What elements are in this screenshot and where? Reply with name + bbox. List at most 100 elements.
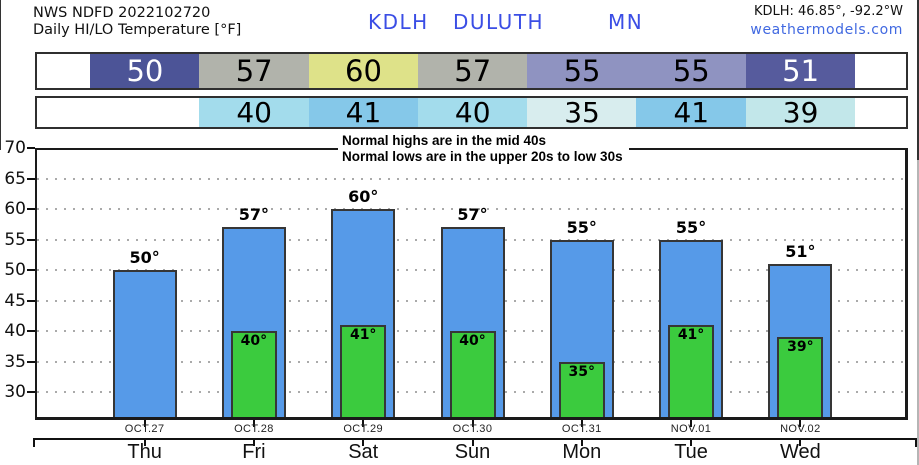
- low-temp-cell: 40: [417, 96, 528, 129]
- y-tick: [27, 330, 35, 333]
- y-tick-label: 55: [4, 229, 26, 250]
- high-temp-cell: 57: [199, 54, 310, 88]
- day-tick: [252, 438, 255, 446]
- plot-border-left: [35, 148, 37, 420]
- day-tick: [580, 438, 583, 446]
- normals-annotation: Normal highs are in the mid 40s Normal l…: [338, 132, 629, 167]
- date-label: NOV.01: [670, 423, 712, 435]
- day-label: Sun: [454, 441, 491, 463]
- y-tick: [27, 147, 35, 149]
- day-label: Mon: [562, 441, 602, 463]
- day-tick: [471, 438, 474, 446]
- y-tick: [27, 208, 35, 211]
- y-tick: [27, 299, 35, 302]
- day-label: Tue: [674, 441, 708, 463]
- day-axis-end-tick: [915, 438, 917, 447]
- day-tick: [143, 438, 146, 446]
- high-value-label: 55°: [675, 217, 707, 237]
- high-value-label: 55°: [566, 217, 597, 237]
- gridline: [37, 208, 906, 211]
- low-temp-strip: 40 41 40 35 41 39: [35, 96, 908, 129]
- day-axis-end-tick: [33, 438, 35, 447]
- y-tick-label: 45: [4, 290, 26, 311]
- low-bar: [777, 337, 824, 420]
- header-right: KDLH: 46.85°, -92.2°W weathermodels.com: [750, 4, 903, 38]
- day-label: Thu: [127, 441, 162, 463]
- y-tick-label: 60: [4, 199, 26, 220]
- y-tick: [27, 238, 35, 241]
- day-label: Wed: [779, 441, 821, 463]
- station-coords: KDLH: 46.85°, -92.2°W: [753, 4, 903, 19]
- model-info: NWS NDFD 2022102720 Daily HI/LO Temperat…: [33, 5, 241, 39]
- low-bar: [230, 331, 277, 420]
- low-temp-cell: 39: [745, 96, 856, 129]
- date-tick: [143, 420, 146, 427]
- day-tick: [799, 438, 802, 446]
- model-run-line: NWS NDFD 2022102720: [33, 5, 211, 21]
- date-label: NOV.02: [780, 423, 821, 435]
- date-tick: [252, 420, 255, 427]
- date-tick: [690, 420, 693, 427]
- low-value-label: 39°: [787, 339, 814, 356]
- date-label: OCT.29: [343, 423, 384, 435]
- low-bar: [340, 325, 387, 420]
- website-link[interactable]: weathermodels.com: [750, 22, 903, 38]
- y-tick-label: 65: [4, 168, 26, 189]
- high-temp-cell: 55: [527, 54, 637, 88]
- high-temp-cell: 51: [745, 54, 856, 88]
- date-tick: [799, 420, 802, 427]
- date-label: OCT.28: [234, 423, 274, 435]
- low-value-label: 40°: [459, 333, 486, 350]
- day-tick: [362, 438, 365, 446]
- low-value-label: 40°: [240, 333, 268, 350]
- low-value-label: 41°: [349, 327, 377, 344]
- station-code: KDLH: [368, 10, 429, 34]
- date-tick: [471, 420, 474, 427]
- product-line: Daily HI/LO Temperature [°F]: [33, 22, 242, 38]
- high-value-label: 51°: [785, 242, 816, 262]
- y-tick-label: 40: [4, 321, 26, 342]
- low-temp-cell: 40: [199, 96, 310, 129]
- high-value-label: 60°: [348, 187, 379, 207]
- plot-border-bottom: [35, 417, 908, 420]
- y-tick-label: 30: [4, 382, 26, 403]
- gridline: [37, 177, 906, 180]
- normals-lows-line: Normal lows are in the upper 20s to low …: [342, 149, 623, 164]
- low-value-label: 35°: [568, 363, 596, 380]
- low-temp-cell: [90, 98, 200, 127]
- low-temp-cell: 41: [636, 96, 747, 129]
- window-edge-right: [917, 0, 919, 160]
- date-label: OCT.31: [561, 423, 602, 435]
- station-city: DULUTH: [453, 10, 545, 34]
- temperature-chart: 50° 57° 40° 60° 41° 57° 40° 55° 35° 55° 41° 51° 39°: [35, 148, 908, 420]
- date-label: OCT.27: [124, 423, 165, 435]
- y-tick-label: 50: [4, 260, 26, 281]
- high-temp-cell: 55: [636, 54, 747, 88]
- y-tick: [27, 360, 35, 363]
- y-tick: [27, 391, 35, 394]
- day-tick: [690, 438, 693, 446]
- low-temp-cell: 41: [308, 96, 419, 129]
- plot-border-right: [905, 148, 908, 420]
- day-axis-line: [33, 438, 917, 440]
- y-tick: [27, 177, 35, 180]
- high-value-label: 57°: [238, 205, 270, 225]
- date-label: OCT.30: [452, 423, 493, 435]
- high-temp-cell: 57: [417, 54, 528, 88]
- high-temp-cell: 50: [90, 54, 200, 88]
- low-bar: [449, 331, 496, 420]
- date-tick: [580, 420, 583, 427]
- day-label: Sat: [348, 441, 379, 463]
- high-temp-strip: 50 57 60 57 55 55 51: [35, 52, 908, 90]
- station-state: MN: [608, 10, 644, 34]
- y-tick-label: 35: [4, 351, 26, 372]
- high-bar: [112, 270, 177, 420]
- low-temp-cell: 35: [527, 96, 637, 129]
- y-tick: [27, 269, 35, 272]
- high-value-label: 50°: [129, 248, 160, 268]
- low-value-label: 41°: [677, 327, 705, 344]
- date-tick: [362, 420, 365, 427]
- normals-highs-line: Normal highs are in the mid 40s: [342, 133, 547, 148]
- high-temp-cell: 60: [308, 54, 419, 88]
